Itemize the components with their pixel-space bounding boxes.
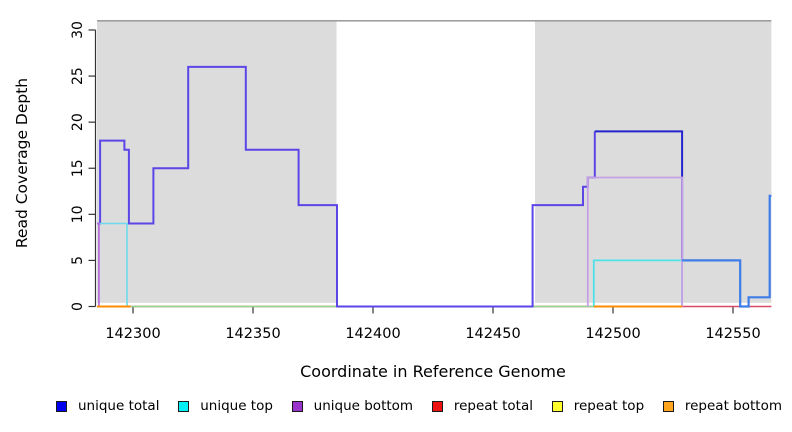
series-unique-bottom-left--line (97, 222, 100, 307)
legend-swatch-icon (431, 400, 443, 412)
y-tick-label: 15 (70, 159, 86, 177)
x-tick-label: 142550 (705, 326, 760, 342)
legend-item-repeat-bottom: repeat bottom (662, 398, 782, 414)
legend-label: unique total (78, 398, 160, 414)
x-axis-title: Coordinate in Reference Genome (300, 362, 566, 381)
legend-item-unique-bottom: unique bottom (291, 398, 414, 414)
coverage-series-lines (97, 65, 772, 308)
legend-label: repeat total (453, 398, 533, 414)
coverage-chart: 0 5 10 15 20 25 30 142300 142350 142400 142450 1425… (13, 20, 772, 381)
x-tick-label: 142450 (465, 326, 520, 342)
y-tick-label: 5 (70, 256, 86, 265)
x-tick-label: 142300 (105, 326, 160, 342)
legend-label: unique top (200, 398, 273, 414)
chart-legend: unique total unique top unique bottom repea… (0, 392, 792, 420)
y-tick-label: 20 (70, 113, 86, 131)
legend-item-unique-total: unique total (56, 398, 159, 414)
y-axis-title: Read Coverage Depth (13, 78, 31, 248)
legend-label: unique bottom (313, 398, 414, 414)
legend-swatch-icon (662, 400, 674, 412)
axes: 0 5 10 15 20 25 30 142300 142350 142400 142450 1425… (70, 21, 761, 342)
legend-swatch-icon (56, 400, 67, 412)
legend-label: repeat top (573, 398, 645, 414)
y-tick-label: 30 (70, 21, 86, 39)
legend-swatch-icon (178, 400, 190, 412)
series-unique-total-left--line (97, 65, 596, 308)
x-tick-label: 142400 (345, 326, 400, 342)
y-tick-label: 0 (70, 302, 86, 311)
legend-swatch-icon (551, 400, 563, 412)
y-tick-label: 10 (70, 205, 86, 223)
x-tick-label: 142350 (225, 326, 280, 342)
left-repeat-region-band (97, 20, 337, 303)
series-unique-bottom-right--line (586, 176, 683, 307)
legend-item-repeat-top: repeat top (551, 398, 645, 414)
y-tick-label: 25 (70, 67, 86, 85)
x-tick-label: 142500 (585, 326, 640, 342)
series-unique-total-right--line (682, 194, 772, 308)
legend-item-repeat-total: repeat total (431, 398, 533, 414)
series-unique-top-left--line (97, 222, 128, 307)
right-repeat-region-band (535, 20, 772, 303)
legend-item-unique-top: unique top (178, 398, 273, 414)
legend-label: repeat bottom (684, 398, 782, 414)
legend-swatch-icon (291, 400, 303, 412)
